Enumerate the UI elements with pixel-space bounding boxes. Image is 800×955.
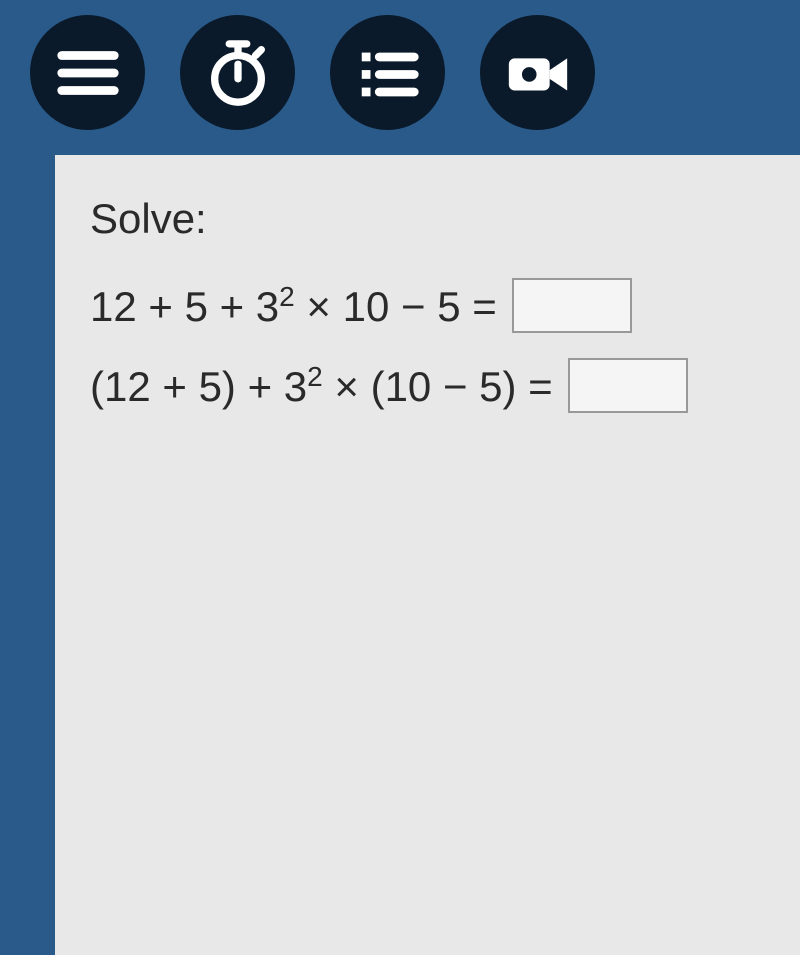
answer-input-1[interactable] — [512, 278, 632, 333]
content-panel: Solve: 12 + 5 + 32 × 10 − 5 = (12 + 5) +… — [55, 155, 800, 955]
video-icon — [503, 38, 573, 108]
equation-row-1: 12 + 5 + 32 × 10 − 5 = — [90, 278, 765, 333]
answer-input-2[interactable] — [568, 358, 688, 413]
list-icon — [353, 38, 423, 108]
toolbar — [0, 0, 800, 155]
timer-button[interactable] — [180, 15, 295, 130]
equation-row-2: (12 + 5) + 32 × (10 − 5) = — [90, 358, 765, 413]
prompt-label: Solve: — [90, 195, 765, 243]
menu-icon — [53, 38, 123, 108]
timer-icon — [203, 38, 273, 108]
equation-expression-2: (12 + 5) + 32 × (10 − 5) = — [90, 361, 553, 411]
list-button[interactable] — [330, 15, 445, 130]
equation-expression-1: 12 + 5 + 32 × 10 − 5 = — [90, 281, 497, 331]
menu-button[interactable] — [30, 15, 145, 130]
video-button[interactable] — [480, 15, 595, 130]
